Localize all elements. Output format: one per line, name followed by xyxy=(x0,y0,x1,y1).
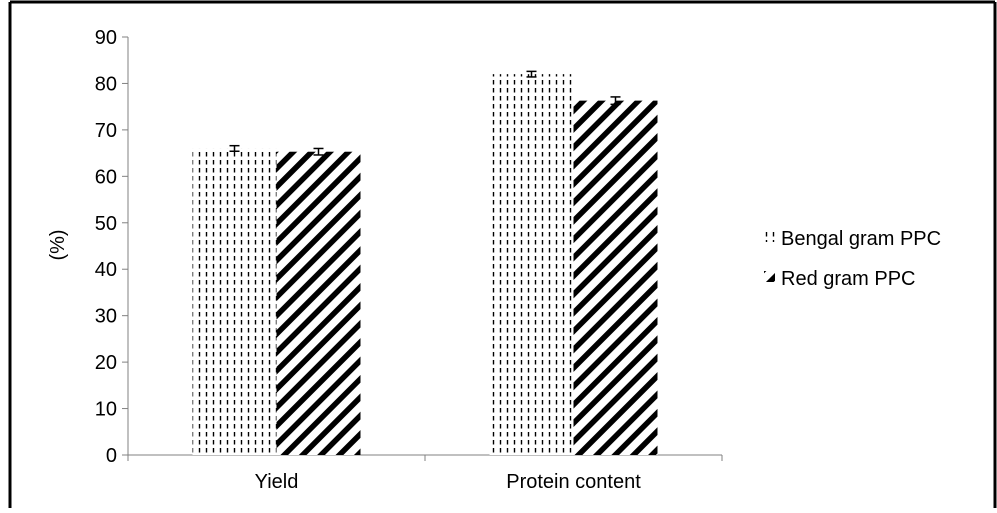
error-bars xyxy=(229,70,621,156)
y-axis-label: (%) xyxy=(47,229,69,260)
x-tick-label: Yield xyxy=(255,471,299,493)
error-bar xyxy=(526,70,537,78)
bar-bengal-gram-ppc xyxy=(192,148,277,455)
bars xyxy=(192,74,658,456)
error-bar xyxy=(229,144,240,153)
legend-swatch xyxy=(764,271,775,282)
y-tick-label: 20 xyxy=(95,352,117,374)
bar-red-gram-ppc xyxy=(276,151,361,455)
legend-label: Red gram PPC xyxy=(781,268,916,290)
y-tick-label: 60 xyxy=(95,166,117,188)
x-axis-ticks: Yield Protein content xyxy=(127,455,723,493)
x-tick-label: Protein content xyxy=(506,471,641,493)
y-tick-label: 50 xyxy=(95,213,117,235)
legend-label: Bengal gram PPC xyxy=(781,228,941,250)
error-bar xyxy=(313,147,324,156)
legend-item: Bengal gram PPC xyxy=(764,228,941,250)
legend-swatch xyxy=(764,231,775,242)
y-tick-label: 10 xyxy=(95,399,117,421)
legend: Bengal gram PPC Red gram PPC xyxy=(764,228,941,290)
bar-bengal-gram-ppc xyxy=(489,74,574,456)
error-bar xyxy=(610,96,621,106)
axes: 0 10 20 30 40 50 60 70 80 90 Yield Protein content xyxy=(95,27,723,493)
y-tick-label: 90 xyxy=(95,27,117,49)
y-tick-label: 80 xyxy=(95,73,117,95)
y-tick-label: 30 xyxy=(95,306,117,328)
y-axis-ticks: 0 10 20 30 40 50 60 70 80 90 xyxy=(95,27,128,467)
y-tick-label: 70 xyxy=(95,120,117,142)
y-tick-label: 0 xyxy=(106,445,117,467)
legend-item: Red gram PPC xyxy=(764,268,916,290)
bar-red-gram-ppc xyxy=(573,100,658,455)
y-tick-label: 40 xyxy=(95,259,117,281)
